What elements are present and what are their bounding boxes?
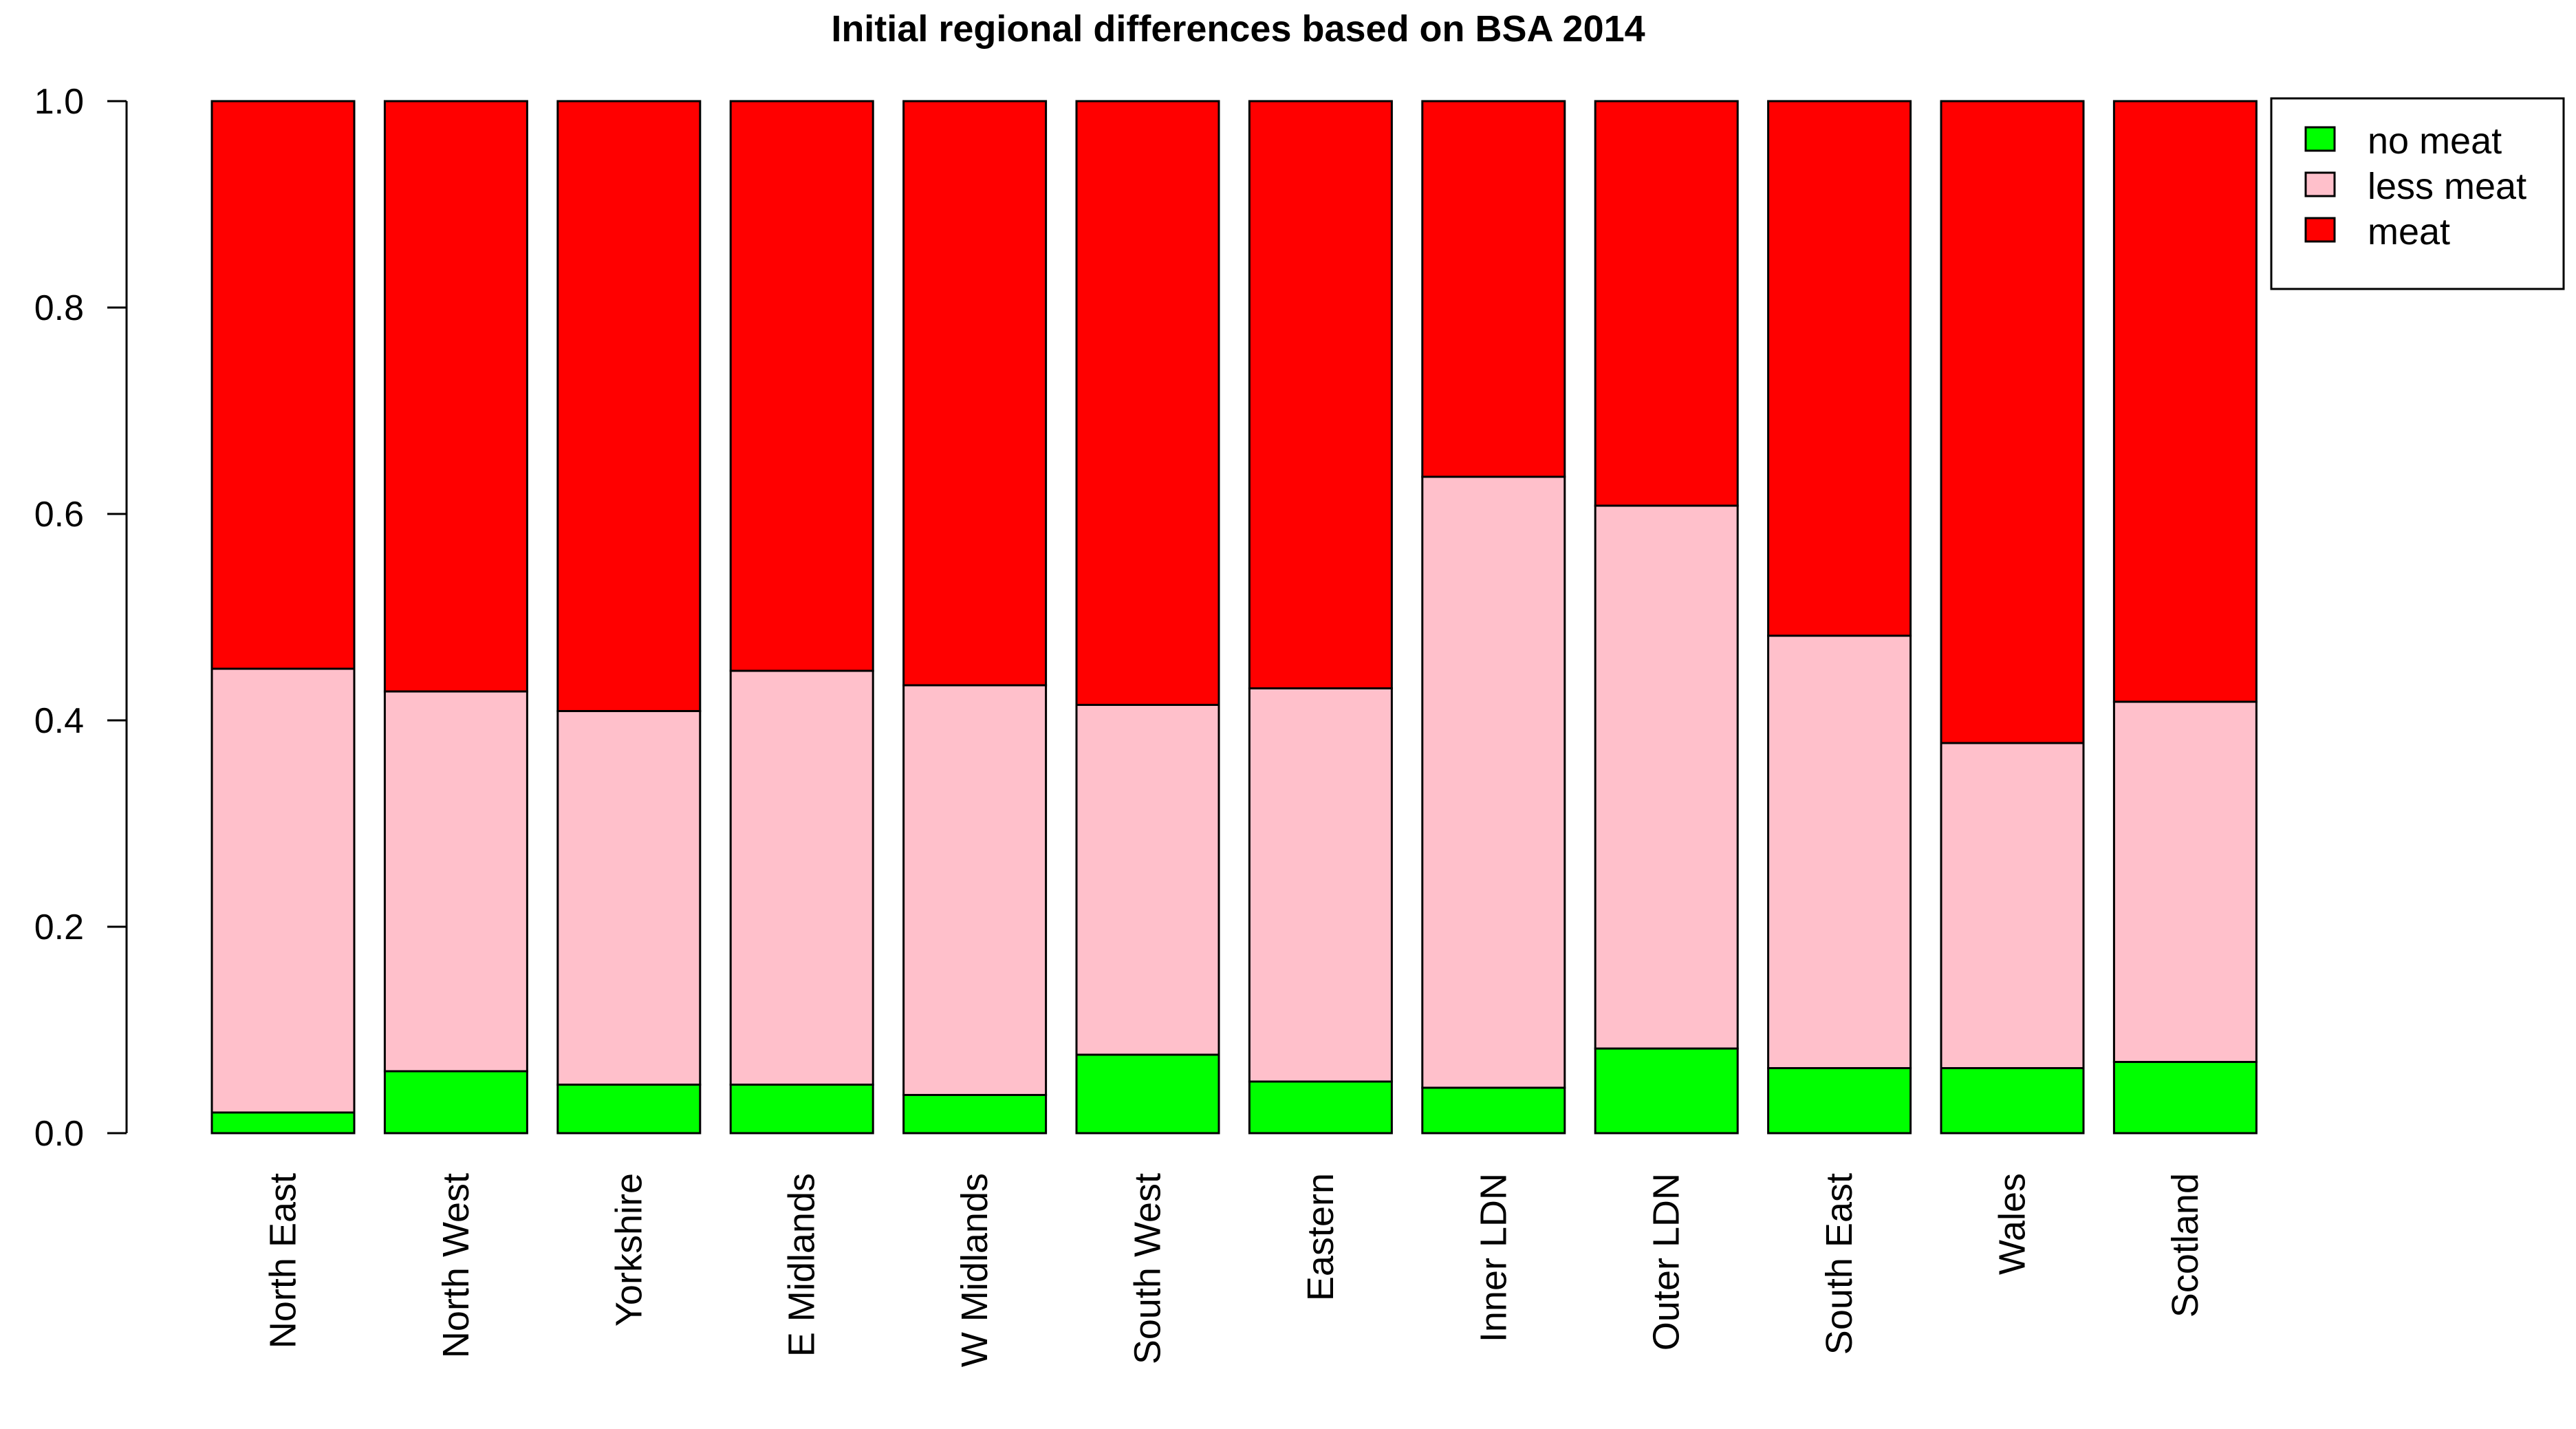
legend-swatch [2304,126,2336,152]
y-tick-label: 0.2 [34,907,84,947]
x-tick-label: Eastern [1300,1173,1341,1301]
y-tick-label: 0.6 [34,495,84,535]
bar-segment [556,100,702,712]
bar-segment [556,710,702,1086]
bar-segment [383,1070,528,1135]
bar-segment [1940,100,2085,744]
bar-segment [1767,1067,1912,1135]
x-tick-label: South West [1127,1173,1169,1364]
x-tick-label: South East [1819,1173,1860,1355]
bar-segment [1421,475,1566,1089]
bar-segment [210,1111,356,1135]
bar-segment [556,1084,702,1135]
bar-segment [1421,1086,1566,1135]
bar-segment [1248,1080,1393,1135]
bar-segment [902,100,1048,687]
x-tick-label: Yorkshire [608,1173,649,1326]
bar-segment [1075,704,1220,1056]
x-tick-label: W Midlands [954,1173,995,1367]
y-tick-label: 0.8 [34,288,84,328]
x-axis-labels: North East North West Yorkshire E Midlands W… [263,1173,2206,1367]
x-tick-label: North East [263,1173,304,1349]
x-tick-label: North West [435,1173,477,1358]
bar-segment [1421,100,1566,478]
bar-segment [902,1094,1048,1135]
legend-label: less meat [2368,166,2526,207]
y-tick-label: 1.0 [34,82,84,122]
bars-group [210,100,2258,1135]
y-tick-label: 0.0 [34,1114,84,1154]
bar-segment [383,690,528,1073]
legend-label: no meat [2368,120,2502,162]
bar-segment [383,100,528,693]
x-tick-label: Inner LDN [1473,1173,1514,1342]
bar-segment [1767,100,1912,637]
x-tick-label: Wales [1992,1173,2033,1275]
legend-swatch [2304,171,2336,197]
legend-box [2270,97,2565,290]
bar-segment [2112,700,2258,1063]
x-tick-label: E Midlands [781,1173,823,1357]
bar-segment [1594,1047,1739,1135]
x-tick-label: Outer LDN [1646,1173,1687,1351]
y-tick-label: 0.4 [34,701,84,741]
bar-segment [1594,100,1739,507]
bar-segment [729,669,874,1086]
legend-label: meat [2368,211,2450,253]
bar-segment [1075,1053,1220,1135]
bar-segment [1940,1067,2085,1135]
bar-segment [1594,504,1739,1050]
bar-segment [729,1084,874,1135]
bar-segment [210,100,356,670]
bar-segment [2112,100,2258,703]
bar-segment [1075,100,1220,706]
legend-swatch [2304,217,2336,243]
bar-segment [902,684,1048,1096]
y-axis: 0.0 0.2 0.4 0.6 0.8 1.0 [34,82,128,1154]
bar-segment [1248,100,1393,689]
bar-segment [1767,634,1912,1069]
bar-segment [2112,1061,2258,1135]
bar-segment [1248,687,1393,1083]
bar-segment [210,667,356,1114]
chart-title: Initial regional differences based on BS… [831,8,1645,50]
x-tick-label: Scotland [2165,1173,2206,1318]
bar-segment [729,100,874,672]
bar-segment [1940,742,2085,1069]
